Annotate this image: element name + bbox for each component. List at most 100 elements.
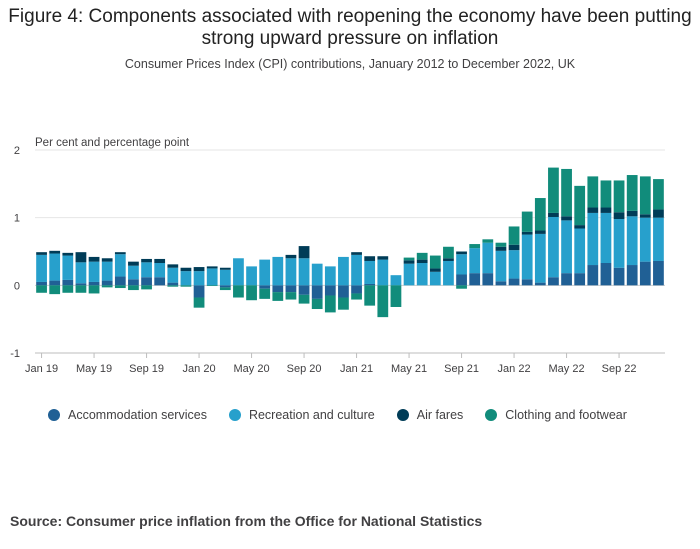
bar-segment[interactable]: Jun 20 — Recreation and culture: 0.38 — [259, 259, 271, 286]
bar-segment[interactable]: May 22 — Clothing and footwear: 0.7 — [561, 168, 572, 217]
bar-segment[interactable]: Sep 21 — Air fares: 0.04 — [456, 251, 467, 255]
bar-segment[interactable]: Aug 19 — Recreation and culture: 0.2 — [128, 265, 139, 280]
bar-segment[interactable]: Oct 22 — Clothing and footwear: 0.53 — [626, 175, 638, 211]
bar-segment[interactable]: May 21 — Air fares: 0.05 — [403, 260, 415, 264]
bar-segment[interactable]: Apr 22 — Recreation and culture: 0.89 — [548, 216, 559, 278]
bar-segment[interactable]: Mar 19 — Recreation and culture: 0.36 — [62, 255, 74, 280]
bar-segment[interactable]: Feb 22 — Recreation and culture: 0.66 — [521, 234, 533, 280]
bar-segment[interactable]: Dec 21 — Clothing and footwear: 0.06 — [495, 242, 507, 247]
bar-segment[interactable]: Jul 21 — Air fares: 0.05 — [429, 268, 441, 272]
bar-segment[interactable]: Jun 22 — Air fares: 0.05 — [574, 225, 586, 229]
bar-segment[interactable]: Oct 20 — Clothing and footwear: -0.15 — [311, 298, 323, 310]
bar-segment[interactable]: Nov 22 — Clothing and footwear: 0.56 — [639, 176, 651, 215]
bar-segment[interactable]: Aug 20 — Clothing and footwear: -0.11 — [285, 292, 297, 300]
bar-segment[interactable]: Feb 22 — Air fares: 0.04 — [521, 231, 533, 235]
bar-segment[interactable]: Oct 20 — Accommodation services: -0.2 — [311, 285, 323, 299]
bar-segment[interactable]: Mar 19 — Accommodation services: 0.08 — [62, 279, 74, 286]
bar-segment[interactable]: Dec 20 — Recreation and culture: 0.42 — [338, 256, 349, 286]
bar-segment[interactable]: Nov 21 — Recreation and culture: 0.45 — [482, 242, 494, 274]
bar-segment[interactable]: Mar 20 — Air fares: 0.03 — [219, 267, 231, 270]
bar-segment[interactable]: Nov 22 — Air fares: 0.05 — [639, 214, 651, 218]
bar-segment[interactable]: Jun 21 — Air fares: 0.05 — [416, 259, 428, 264]
bar-segment[interactable]: Oct 21 — Accommodation services: 0.18 — [469, 273, 481, 286]
bar-segment[interactable]: Feb 22 — Clothing and footwear: 0.3 — [521, 211, 533, 232]
bar-segment[interactable]: Aug 19 — Air fares: 0.06 — [128, 261, 139, 266]
bar-segment[interactable]: Sep 20 — Air fares: 0.18 — [298, 246, 310, 259]
bar-segment[interactable]: Jun 22 — Accommodation services: 0.18 — [574, 273, 586, 286]
bar-segment[interactable]: Sep 20 — Accommodation services: -0.14 — [298, 285, 310, 295]
bar-segment[interactable]: Dec 21 — Accommodation services: 0.06 — [495, 281, 507, 286]
bar-segment[interactable]: Feb 19 — Accommodation services: 0.07 — [49, 280, 61, 286]
bar-segment[interactable]: Jan 19 — Air fares: 0.04 — [36, 252, 47, 255]
bar-segment[interactable]: Sep 22 — Accommodation services: 0.26 — [613, 267, 625, 286]
bar-segment[interactable]: Dec 22 — Recreation and culture: 0.64 — [653, 217, 664, 261]
bar-segment[interactable]: May 19 — Recreation and culture: 0.3 — [88, 261, 100, 282]
bar-segment[interactable]: Nov 22 — Accommodation services: 0.35 — [639, 261, 651, 286]
bar-segment[interactable]: Feb 19 — Recreation and culture: 0.4 — [49, 253, 61, 281]
bar-segment[interactable]: Sep 22 — Recreation and culture: 0.72 — [613, 219, 625, 268]
bar-segment[interactable]: Sep 21 — Recreation and culture: 0.3 — [456, 254, 467, 275]
bar-segment[interactable]: Aug 19 — Accommodation services: 0.09 — [128, 279, 139, 286]
bar-segment[interactable]: Jan 20 — Accommodation services: -0.18 — [193, 285, 205, 298]
bar-segment[interactable]: Mar 22 — Recreation and culture: 0.72 — [534, 233, 546, 283]
bar-segment[interactable]: Aug 20 — Air fares: 0.05 — [285, 254, 297, 259]
bar-segment[interactable]: Jan 21 — Accommodation services: -0.12 — [351, 285, 362, 294]
legend-item[interactable]: Clothing and footwear — [485, 408, 627, 422]
bar-segment[interactable]: Nov 19 — Air fares: 0.05 — [167, 264, 179, 268]
bar-segment[interactable]: Feb 20 — Clothing and footwear: -0.01 — [206, 285, 218, 287]
bar-segment[interactable]: Sep 19 — Accommodation services: 0.12 — [141, 277, 152, 286]
bar-segment[interactable]: Apr 22 — Accommodation services: 0.12 — [548, 277, 559, 286]
bar-segment[interactable]: Apr 20 — Recreation and culture: 0.4 — [233, 258, 244, 286]
bar-segment[interactable]: Nov 20 — Recreation and culture: 0.28 — [324, 266, 336, 286]
bar-segment[interactable]: Mar 22 — Air fares: 0.05 — [534, 230, 546, 234]
bar-segment[interactable]: Dec 21 — Recreation and culture: 0.45 — [495, 250, 507, 282]
bar-segment[interactable]: May 22 — Air fares: 0.06 — [561, 216, 572, 221]
legend-item[interactable]: Air fares — [396, 408, 463, 422]
bar-segment[interactable]: Apr 21 — Clothing and footwear: -0.32 — [390, 285, 402, 307]
bar-segment[interactable]: Mar 22 — Accommodation services: 0.04 — [534, 282, 546, 286]
bar-segment[interactable]: Nov 19 — Clothing and footwear: -0.02 — [167, 285, 179, 287]
bar-segment[interactable]: Feb 21 — Accommodation services: 0.02 — [364, 283, 376, 286]
bar-segment[interactable]: Aug 21 — Recreation and culture: 0.36 — [443, 260, 454, 286]
bar-segment[interactable]: Apr 22 — Air fares: 0.06 — [548, 212, 559, 217]
bar-segment[interactable]: Jun 20 — Accommodation services: -0.05 — [259, 285, 271, 289]
bar-segment[interactable]: Jul 20 — Recreation and culture: 0.42 — [272, 256, 284, 286]
bar-segment[interactable]: Feb 20 — Recreation and culture: 0.25 — [206, 268, 218, 286]
bar-segment[interactable]: Jul 22 — Accommodation services: 0.3 — [587, 265, 599, 286]
bar-segment[interactable]: Jul 19 — Recreation and culture: 0.33 — [114, 254, 126, 277]
bar-segment[interactable]: Apr 22 — Clothing and footwear: 0.67 — [548, 167, 559, 213]
bar-segment[interactable]: Feb 21 — Recreation and culture: 0.34 — [364, 260, 376, 284]
bar-segment[interactable]: Aug 22 — Air fares: 0.08 — [600, 207, 612, 213]
bar-segment[interactable]: Sep 20 — Clothing and footwear: -0.13 — [298, 294, 310, 304]
bar-segment[interactable]: Jul 19 — Accommodation services: 0.13 — [114, 276, 126, 286]
bar-segment[interactable]: Dec 22 — Clothing and footwear: 0.45 — [653, 179, 664, 210]
bar-segment[interactable]: Oct 22 — Recreation and culture: 0.72 — [626, 216, 638, 266]
bar-segment[interactable]: Apr 21 — Recreation and culture: 0.15 — [390, 275, 402, 286]
bar-segment[interactable]: Jul 19 — Clothing and footwear: -0.04 — [114, 285, 126, 289]
bar-segment[interactable]: Nov 21 — Clothing and footwear: 0.05 — [482, 239, 494, 243]
bar-segment[interactable]: Dec 22 — Accommodation services: 0.36 — [653, 260, 664, 286]
bar-segment[interactable]: Jun 19 — Air fares: 0.05 — [101, 258, 113, 262]
bar-segment[interactable]: Dec 19 — Clothing and footwear: -0.02 — [180, 285, 192, 287]
bar-segment[interactable]: Jul 20 — Clothing and footwear: -0.13 — [272, 292, 284, 301]
bar-segment[interactable]: Feb 21 — Air fares: 0.07 — [364, 256, 376, 261]
bar-segment[interactable]: Jun 21 — Clothing and footwear: 0.1 — [416, 252, 428, 260]
bar-segment[interactable]: Nov 20 — Clothing and footwear: -0.25 — [324, 295, 336, 313]
bar-segment[interactable]: May 20 — Clothing and footwear: -0.22 — [246, 285, 257, 301]
bar-segment[interactable]: Mar 19 — Clothing and footwear: -0.11 — [62, 285, 74, 293]
bar-segment[interactable]: Jan 22 — Accommodation services: 0.1 — [508, 278, 520, 286]
bar-segment[interactable]: Feb 20 — Air fares: 0.03 — [206, 266, 218, 269]
bar-segment[interactable]: Jul 19 — Air fares: 0.03 — [114, 252, 126, 255]
bar-segment[interactable]: Apr 19 — Air fares: 0.15 — [75, 252, 87, 263]
bar-segment[interactable]: Jan 20 — Recreation and culture: 0.21 — [193, 271, 205, 286]
bar-segment[interactable]: Dec 20 — Accommodation services: -0.18 — [338, 285, 349, 298]
bar-segment[interactable]: May 20 — Recreation and culture: 0.28 — [246, 266, 257, 286]
bar-segment[interactable]: Oct 19 — Air fares: 0.06 — [154, 258, 166, 264]
bar-segment[interactable]: Oct 21 — Recreation and culture: 0.37 — [469, 248, 481, 274]
bar-segment[interactable]: Mar 20 — Clothing and footwear: -0.04 — [219, 287, 231, 291]
bar-segment[interactable]: Jan 19 — Clothing and footwear: -0.11 — [36, 285, 47, 293]
bar-segment[interactable]: Jan 21 — Clothing and footwear: -0.09 — [351, 293, 362, 300]
bar-segment[interactable]: Jul 22 — Air fares: 0.08 — [587, 207, 599, 213]
bar-segment[interactable]: Aug 21 — Clothing and footwear: 0.17 — [443, 246, 454, 259]
bar-segment[interactable]: May 22 — Accommodation services: 0.18 — [561, 273, 572, 286]
